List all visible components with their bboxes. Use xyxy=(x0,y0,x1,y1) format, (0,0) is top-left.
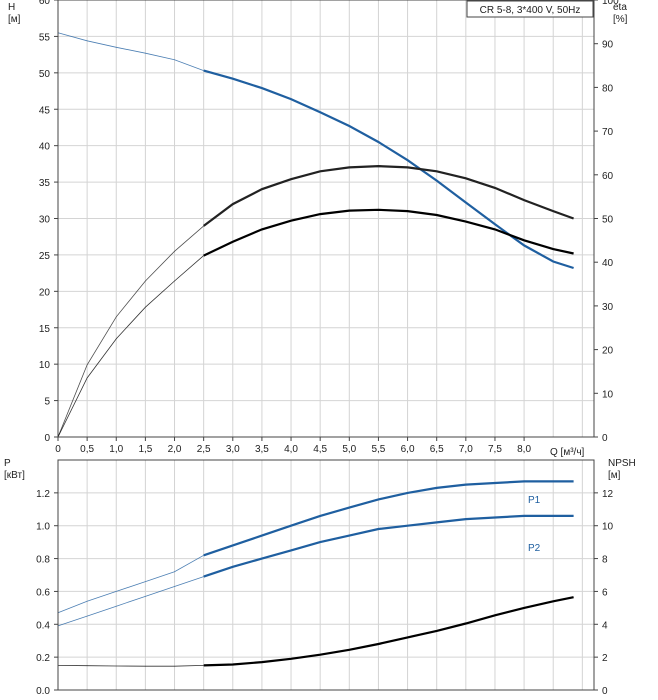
x-axis-tick-label: 0 xyxy=(55,444,61,455)
head-series-1 xyxy=(203,164,574,227)
right-axis-tick-label: 12 xyxy=(602,489,614,500)
x-axis-tick-label: 7,5 xyxy=(488,444,502,455)
flow-axis-label: Q [м³/ч] xyxy=(550,447,585,458)
right-axis-tick-label: 30 xyxy=(602,302,614,313)
x-axis-tick-label: 2,5 xyxy=(197,444,211,455)
left-axis-tick-label: 50 xyxy=(39,69,51,80)
head-efficiency-tick-labels: 0 5 10 15 20 25 30 35 40 45 50 55 60 0 10 20 30 40 50 60 70 8… xyxy=(39,0,619,455)
left-axis-tick-label: 15 xyxy=(39,324,51,335)
x-axis-tick-label: 6,0 xyxy=(401,444,415,455)
power-series-1-extrapolated xyxy=(57,576,204,627)
left-axis-tick-label: 1.2 xyxy=(36,489,50,500)
x-axis-tick-label: 6,5 xyxy=(430,444,444,455)
left-axis-tick-label: 25 xyxy=(39,251,51,262)
power-npsh-plot-frame xyxy=(57,459,595,691)
power-npsh-series xyxy=(57,480,574,667)
right-axis-tick-label: 50 xyxy=(602,215,614,226)
x-axis-tick-label: 4,5 xyxy=(313,444,327,455)
left-axis-tick-label: 0.6 xyxy=(36,587,50,598)
right-axis-tick-label: 60 xyxy=(602,171,614,182)
left-axis-tick-label: 1.0 xyxy=(36,522,50,533)
right-axis-tick-label: 10 xyxy=(602,389,614,400)
power-series-0-extrapolated xyxy=(57,554,204,614)
right-axis-tick-label: 70 xyxy=(602,127,614,138)
head-series-0 xyxy=(203,69,574,270)
left-axis-tick-label: 0.8 xyxy=(36,555,50,566)
right-axis-tick-label: 0 xyxy=(602,686,608,697)
right-axis-tick-label: 80 xyxy=(602,83,614,94)
head-series-1-extrapolated xyxy=(57,225,204,438)
efficiency-axis-label: eta [%] xyxy=(613,2,628,25)
head-series-2 xyxy=(203,208,574,257)
power-npsh-tick-labels: 0.0 0.2 0.4 0.6 0.8 1.0 1.2 0 2 4 6 8 10 12 xyxy=(36,489,613,697)
x-axis-tick-label: 7,0 xyxy=(459,444,473,455)
power-npsh-grid xyxy=(57,459,594,691)
right-axis-tick-label: 6 xyxy=(602,587,608,598)
head-axis-label: H [м] xyxy=(8,2,21,25)
head-efficiency-series xyxy=(57,32,574,438)
right-axis-tick-label: 8 xyxy=(602,555,608,566)
power-series-2 xyxy=(203,596,574,667)
x-axis-tick-label: 5,5 xyxy=(371,444,385,455)
chart-title: CR 5-8, 3*400 V, 50Hz xyxy=(480,5,581,16)
left-axis-tick-label: 0 xyxy=(44,433,50,444)
x-axis-tick-label: 0,5 xyxy=(80,444,94,455)
right-axis-tick-label: 0 xyxy=(602,433,608,444)
left-axis-tick-label: 0.2 xyxy=(36,653,50,664)
right-axis-tick-label: 40 xyxy=(602,258,614,269)
left-axis-tick-label: 5 xyxy=(44,397,50,408)
right-axis-tick-label: 2 xyxy=(602,653,608,664)
power-axis-label: P [кВт] xyxy=(4,458,25,481)
right-axis-tick-label: 90 xyxy=(602,40,614,51)
x-axis-tick-label: 8,0 xyxy=(517,444,531,455)
head-series-0-extrapolated xyxy=(57,32,204,71)
left-axis-tick-label: 0.4 xyxy=(36,620,50,631)
x-axis-tick-label: 5,0 xyxy=(342,444,356,455)
power-series-1 xyxy=(203,514,574,578)
p2-curve-label: P2 xyxy=(528,543,541,554)
left-axis-tick-label: 0.0 xyxy=(36,686,50,697)
x-axis-tick-label: 3,0 xyxy=(226,444,240,455)
left-axis-tick-label: 55 xyxy=(39,32,51,43)
right-axis-tick-label: 20 xyxy=(602,346,614,357)
head-series-2-extrapolated xyxy=(57,255,204,438)
right-axis-tick-label: 100 xyxy=(602,0,619,7)
x-axis-tick-label: 2,0 xyxy=(168,444,182,455)
x-axis-tick-label: 1,5 xyxy=(138,444,152,455)
left-axis-tick-label: 30 xyxy=(39,215,51,226)
left-axis-tick-label: 40 xyxy=(39,142,51,153)
chart-title-box xyxy=(466,0,594,18)
power-series-0 xyxy=(203,480,574,557)
x-axis-tick-label: 4,0 xyxy=(284,444,298,455)
right-axis-tick-label: 10 xyxy=(602,522,614,533)
head-efficiency-grid xyxy=(57,0,594,438)
right-axis-tick-label: 4 xyxy=(602,620,608,631)
x-axis-tick-label: 3,5 xyxy=(255,444,269,455)
left-axis-tick-label: 45 xyxy=(39,105,51,116)
left-axis-tick-label: 10 xyxy=(39,360,51,371)
x-axis-tick-label: 1,0 xyxy=(109,444,123,455)
left-axis-tick-label: 20 xyxy=(39,287,51,298)
left-axis-tick-label: 60 xyxy=(39,0,51,7)
p1-curve-label: P1 xyxy=(528,495,541,506)
npsh-axis-label: NPSH [м] xyxy=(608,458,636,481)
left-axis-tick-label: 35 xyxy=(39,178,51,189)
power-series-2-extrapolated xyxy=(57,665,204,667)
